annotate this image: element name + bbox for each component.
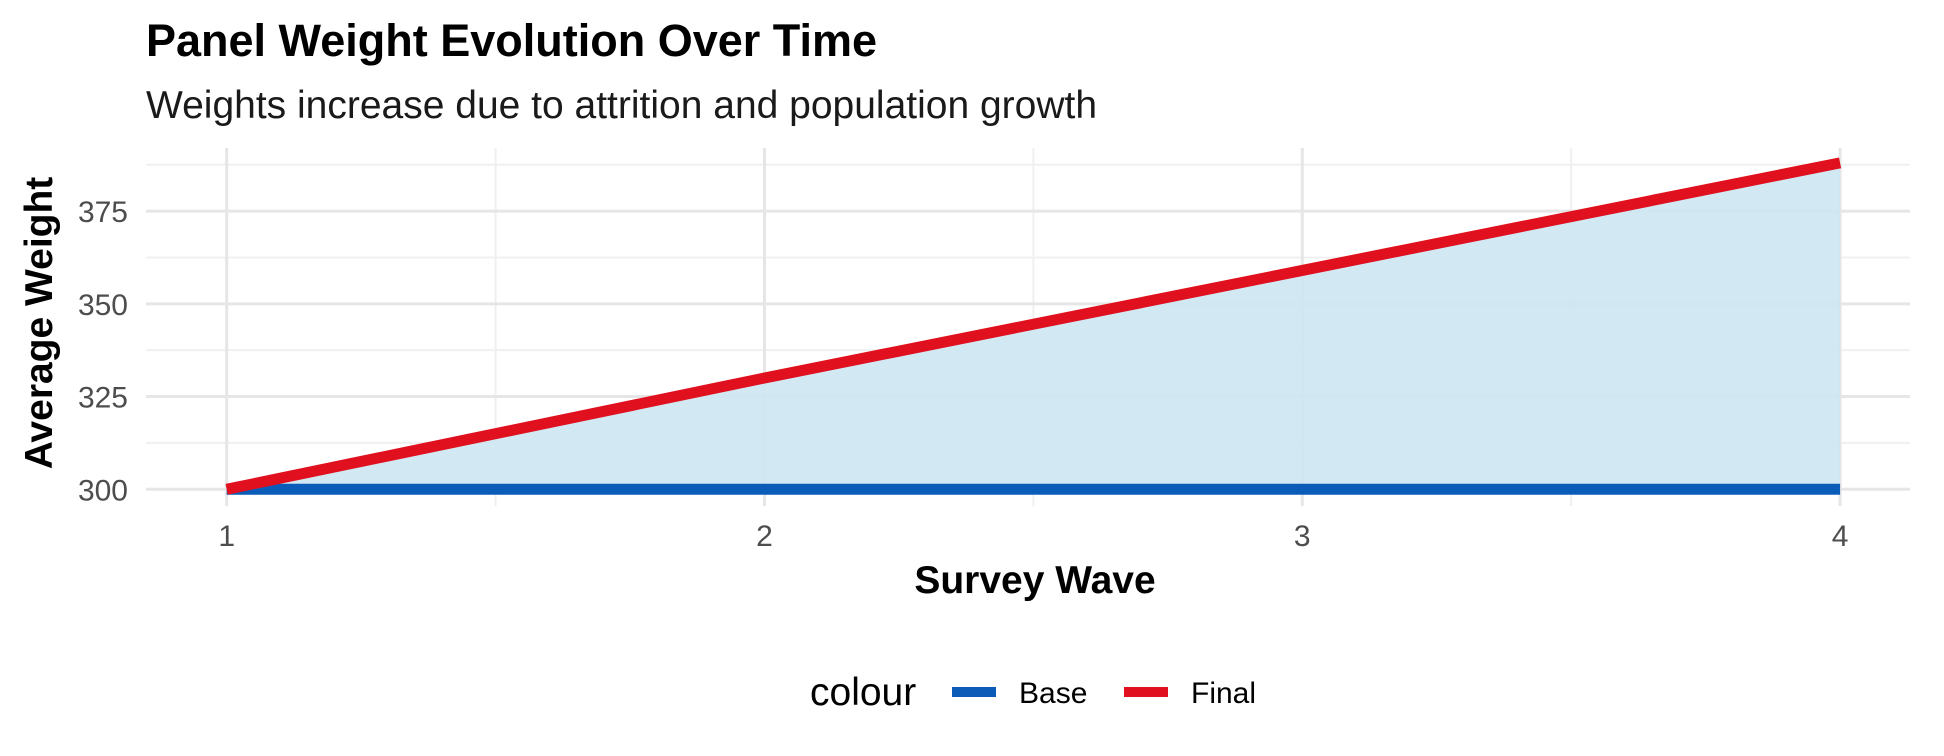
- legend-title: colour: [810, 671, 916, 714]
- legend-label-final: Final: [1191, 677, 1256, 710]
- x-tick-label: 1: [218, 520, 235, 553]
- chart-subtitle: Weights increase due to attrition and po…: [146, 84, 1097, 127]
- legend-items: Base Final: [952, 677, 1256, 710]
- y-tick-label: 375: [78, 196, 128, 229]
- series-lines: [225, 157, 1842, 495]
- series-line-final: [225, 157, 1842, 495]
- legend-key-base: [952, 687, 996, 697]
- y-tick-label: 350: [78, 289, 128, 322]
- chart-title: Panel Weight Evolution Over Time: [146, 15, 877, 66]
- plot-panel: [146, 148, 1910, 506]
- y-axis-ticks: 300 325 350 375: [78, 196, 128, 507]
- x-tick-label: 4: [1832, 520, 1849, 553]
- y-axis-title: Average Weight: [18, 177, 61, 470]
- x-tick-label: 2: [756, 520, 773, 553]
- y-tick-label: 325: [78, 382, 128, 415]
- legend-key-final: [1124, 687, 1168, 697]
- x-tick-label: 3: [1294, 520, 1311, 553]
- x-axis-ticks: 1 2 3 4: [218, 520, 1848, 553]
- legend: colour Base Final: [810, 671, 1256, 714]
- legend-label-base: Base: [1019, 677, 1087, 710]
- y-tick-label: 300: [78, 474, 128, 507]
- x-axis-title: Survey Wave: [914, 559, 1155, 602]
